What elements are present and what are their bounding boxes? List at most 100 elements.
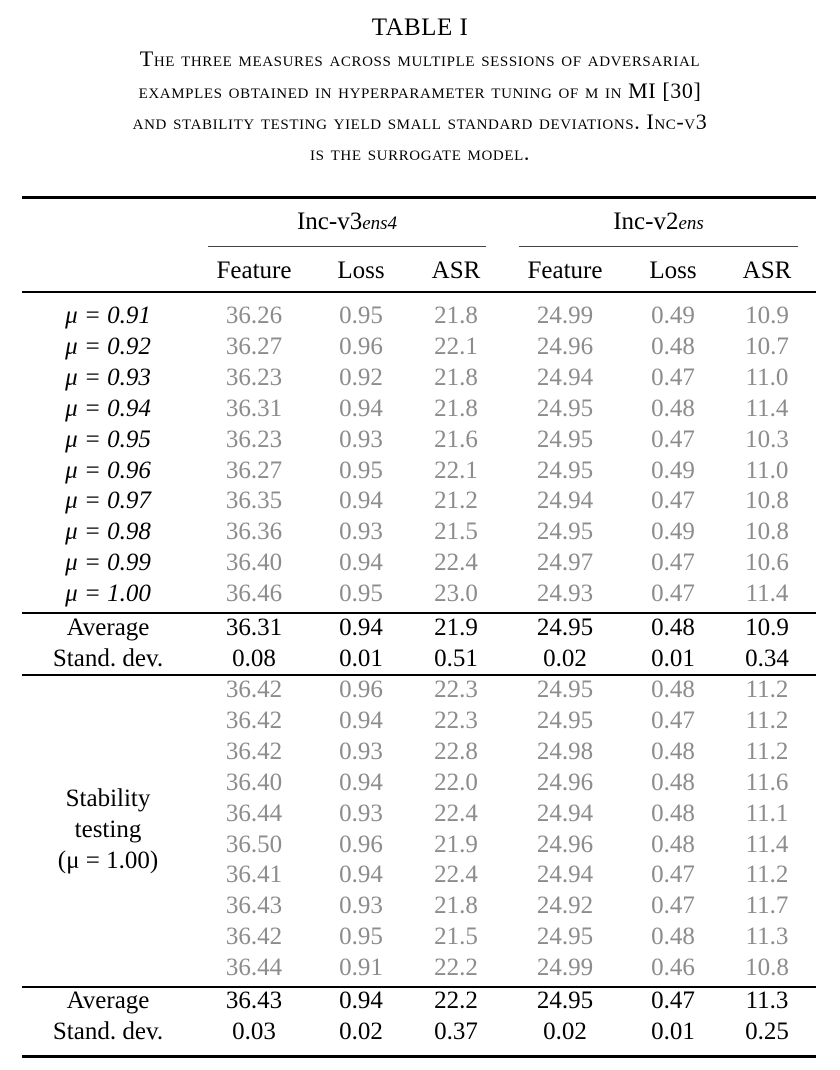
table-cell: 0.49 <box>651 456 695 484</box>
table-cell: 24.95 <box>536 923 594 951</box>
row-label: μ = 0.92 <box>65 332 151 360</box>
table-cell: 22.4 <box>434 549 478 577</box>
table-cell: 11.4 <box>745 394 789 422</box>
table-cell: 36.41 <box>225 861 283 889</box>
table-cell: 21.9 <box>434 830 478 858</box>
table-cell: 0.94 <box>339 706 383 734</box>
summary-cell: 0.03 <box>232 1018 276 1045</box>
table-cell: 36.46 <box>225 580 283 608</box>
table-cell: 0.49 <box>651 302 695 329</box>
table-cell: 24.94 <box>536 861 594 889</box>
table-cell: 11.4 <box>745 580 789 608</box>
table-cell: 0.48 <box>651 332 695 360</box>
summary-cell: 0.48 <box>651 614 695 641</box>
table-label: TABLE I <box>371 14 469 41</box>
table-cell: 0.92 <box>339 363 383 391</box>
summary-label: Average <box>66 614 150 641</box>
table-cell: 22.3 <box>434 676 478 703</box>
table-cell: 22.2 <box>434 954 478 982</box>
table-cell: 24.95 <box>536 518 594 546</box>
table-cell: 21.8 <box>434 394 478 422</box>
table-cell: 0.95 <box>339 302 383 329</box>
table-cell: 11.2 <box>745 861 789 889</box>
row-label: μ = 0.96 <box>65 456 151 484</box>
table-cell: 0.95 <box>339 923 383 951</box>
table-cell: 36.42 <box>225 676 283 703</box>
table-cell: 24.96 <box>536 830 594 858</box>
table-cell: 36.44 <box>225 799 283 827</box>
summary-cell: 0.47 <box>651 987 695 1014</box>
row-label: μ = 0.97 <box>65 487 151 515</box>
summary-label: Average <box>66 987 150 1014</box>
caption-line: examples obtained in hyperparameter tuni… <box>138 78 702 103</box>
table-cell: 21.2 <box>434 487 478 515</box>
table-cell: 0.47 <box>651 892 695 920</box>
table-cell: 10.8 <box>745 487 789 515</box>
table-cell: 24.94 <box>536 799 594 827</box>
table-cell: 0.96 <box>339 676 383 703</box>
table-cell: 10.7 <box>745 332 789 360</box>
caption-line: The three measures across multiple sessi… <box>139 46 701 71</box>
table-cell: 10.3 <box>745 425 789 453</box>
table-cell: 21.8 <box>434 892 478 920</box>
table-cell: 0.93 <box>339 425 383 453</box>
table-cell: 24.94 <box>536 363 594 391</box>
table-cell: 11.0 <box>745 363 789 391</box>
table-cell: 23.0 <box>434 580 478 608</box>
summary-label: Stand. dev. <box>52 1018 164 1045</box>
table-cell: 21.8 <box>434 363 478 391</box>
table-cell: 22.1 <box>434 456 478 484</box>
table-cell: 22.0 <box>434 768 478 796</box>
table-cell: 36.36 <box>225 518 283 546</box>
summary-cell: 11.3 <box>745 987 789 1014</box>
table-cell: 36.42 <box>225 706 283 734</box>
section-rule <box>22 986 816 988</box>
table-cell: 0.47 <box>651 549 695 577</box>
row-label: μ = 1.00 <box>65 580 151 608</box>
table-cell: 36.23 <box>225 425 283 453</box>
table-cell: 0.94 <box>339 394 383 422</box>
table-cell: 10.9 <box>745 302 789 329</box>
group-rule <box>208 246 486 247</box>
summary-cell: 10.9 <box>745 614 789 641</box>
row-label: μ = 0.98 <box>65 518 151 546</box>
bottom-rule <box>22 1055 816 1058</box>
table-cell: 0.47 <box>651 861 695 889</box>
summary-cell: 0.51 <box>434 644 478 672</box>
summary-cell: 0.01 <box>339 644 383 672</box>
summary-cell: 0.02 <box>339 1018 383 1045</box>
table-cell: 36.31 <box>225 394 283 422</box>
table-cell: 24.95 <box>536 706 594 734</box>
stability-label: testing <box>74 816 142 843</box>
row-label: μ = 0.93 <box>65 363 151 391</box>
summary-cell: 0.94 <box>339 987 383 1014</box>
table-cell: 36.27 <box>225 332 283 360</box>
table-cell: 11.4 <box>745 830 789 858</box>
table-cell: 0.48 <box>651 799 695 827</box>
table-cell: 11.2 <box>745 737 789 765</box>
row-label: μ = 0.91 <box>65 302 151 329</box>
table-cell: 0.93 <box>339 518 383 546</box>
stability-label: Stability <box>65 785 151 812</box>
summary-label: Stand. dev. <box>52 644 164 672</box>
table-cell: 0.48 <box>651 923 695 951</box>
table-cell: 24.95 <box>536 425 594 453</box>
summary-cell: 0.02 <box>543 644 587 672</box>
table-cell: 21.6 <box>434 425 478 453</box>
summary-cell: 0.94 <box>339 614 383 641</box>
section-rule <box>22 612 816 614</box>
header-rule <box>22 291 816 293</box>
table-cell: 21.5 <box>434 923 478 951</box>
table-cell: 11.3 <box>745 923 789 951</box>
row-label: μ = 0.94 <box>65 394 151 422</box>
top-rule <box>22 196 816 199</box>
group-header-inc-v3-ens4: Inc-v3ens4 <box>296 208 398 235</box>
column-header: Loss <box>649 257 697 284</box>
table-cell: 36.42 <box>225 923 283 951</box>
table-cell: 10.8 <box>745 954 789 982</box>
table-cell: 0.48 <box>651 394 695 422</box>
table-cell: 0.96 <box>339 332 383 360</box>
row-label: μ = 0.99 <box>65 549 151 577</box>
table-cell: 0.95 <box>339 456 383 484</box>
table-cell: 0.48 <box>651 676 695 703</box>
